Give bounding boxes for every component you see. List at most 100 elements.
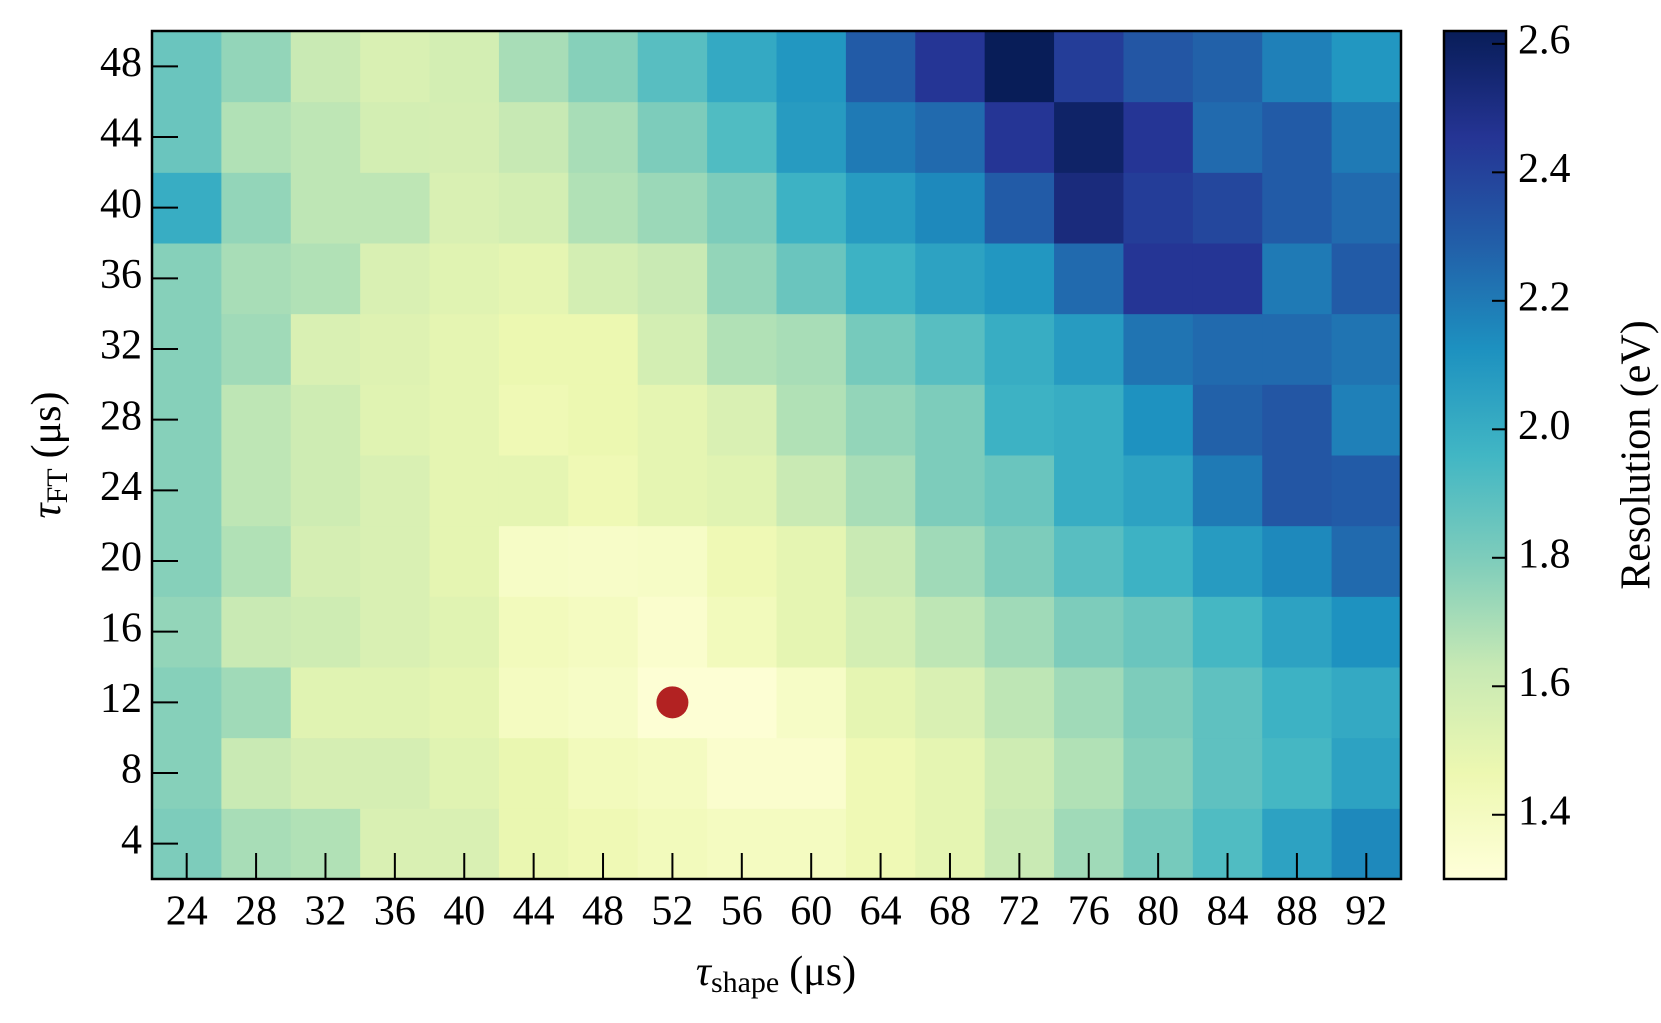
- heatmap-cell: [776, 101, 847, 173]
- heatmap-cell: [845, 172, 916, 244]
- heatmap-cell: [290, 596, 361, 668]
- y-tick-label: 40: [100, 181, 142, 227]
- y-tick-label: 8: [121, 747, 142, 793]
- heatmap-cell: [221, 596, 292, 668]
- heatmap-cell: [1054, 313, 1124, 385]
- x-tick-label: 84: [1207, 889, 1249, 935]
- heatmap-cell: [568, 667, 639, 739]
- heatmap-cell: [1054, 172, 1124, 244]
- y-tick-label: 48: [100, 40, 142, 86]
- heatmap-cell: [984, 525, 1055, 597]
- heatmap-cell: [429, 455, 500, 527]
- y-label-unit: (μs): [24, 392, 70, 459]
- colorbar-tick-label: 1.4: [1518, 788, 1571, 834]
- heatmap-cell: [1054, 243, 1124, 315]
- heatmap-cell: [290, 172, 361, 244]
- heatmap-cell: [776, 172, 847, 244]
- heatmap-cell: [776, 243, 847, 315]
- heatmap-cell: [1262, 31, 1333, 103]
- heatmap-cell: [637, 313, 708, 385]
- colorbar-tick-label: 2.2: [1518, 274, 1571, 320]
- heatmap-cell: [1192, 243, 1263, 315]
- heatmap-cell: [1192, 596, 1263, 668]
- heatmap-cell: [1054, 667, 1124, 739]
- heatmap-cell: [707, 31, 777, 103]
- heatmap-cell: [1123, 172, 1194, 244]
- heatmap-cell: [915, 596, 986, 668]
- y-label-sub: FT: [41, 468, 74, 503]
- heatmap-cell: [568, 525, 639, 597]
- heatmap-cell: [221, 384, 292, 456]
- heatmap-cell: [984, 31, 1055, 103]
- heatmap-cell: [290, 243, 361, 315]
- heatmap-cell: [360, 101, 431, 173]
- heatmap-cell: [1262, 525, 1333, 597]
- heatmap-cell: [637, 455, 708, 527]
- heatmap-cell: [1192, 172, 1263, 244]
- heatmap-cell: [1262, 596, 1333, 668]
- heatmap-cell: [984, 243, 1055, 315]
- x-tick-label: 44: [513, 889, 555, 935]
- heatmap-cell: [845, 384, 916, 456]
- heatmap-cell: [707, 525, 777, 597]
- x-tick-label: 28: [235, 889, 277, 935]
- heatmap-cell: [984, 313, 1055, 385]
- heatmap-cell: [707, 737, 777, 809]
- heatmap-cell: [707, 384, 777, 456]
- x-label-sub: shape: [711, 966, 779, 999]
- y-axis-label: τFT (μs): [24, 392, 74, 519]
- heatmap-cell: [360, 172, 431, 244]
- heatmap-cell: [1054, 737, 1124, 809]
- x-tick-label: 64: [860, 889, 902, 935]
- heatmap-cell: [984, 596, 1055, 668]
- heatmap-cell: [707, 101, 777, 173]
- heatmap-cell: [568, 101, 639, 173]
- heatmap-cell: [845, 596, 916, 668]
- y-label-symbol: τ: [24, 501, 70, 518]
- heatmap-cell: [568, 455, 639, 527]
- heatmap-cell: [568, 384, 639, 456]
- heatmap-cell: [845, 101, 916, 173]
- heatmap-cell: [984, 384, 1055, 456]
- heatmap-cell: [1192, 384, 1263, 456]
- heatmap-cell: [915, 313, 986, 385]
- heatmap-cell: [498, 737, 569, 809]
- colorbar-tick-label: 2.4: [1518, 146, 1571, 192]
- heatmap-cell: [1123, 313, 1194, 385]
- heatmap-cell: [1192, 525, 1263, 597]
- heatmap-cell: [1123, 243, 1194, 315]
- heatmap-cell: [360, 384, 431, 456]
- heatmap-cell: [637, 31, 708, 103]
- heatmap-cell: [1192, 667, 1263, 739]
- heatmap-cell: [429, 243, 500, 315]
- heatmap-cell: [360, 596, 431, 668]
- heatmap-cell: [290, 313, 361, 385]
- x-tick-label: 52: [651, 889, 693, 935]
- heatmap-cell: [1331, 596, 1402, 668]
- heatmap-cell: [1331, 313, 1402, 385]
- heatmap-cell: [290, 455, 361, 527]
- heatmap-cell: [915, 525, 986, 597]
- heatmap-cell: [984, 667, 1055, 739]
- heatmap-cell: [707, 667, 777, 739]
- colorbar: [1442, 29, 1508, 881]
- heatmap-cell: [568, 243, 639, 315]
- heatmap-cell: [984, 455, 1055, 527]
- heatmap-cell: [984, 172, 1055, 244]
- heatmap-cell: [568, 31, 639, 103]
- heatmap-cell: [915, 455, 986, 527]
- heatmap-cell: [568, 172, 639, 244]
- heatmap-cell: [984, 101, 1055, 173]
- x-tick-label: 68: [929, 889, 971, 935]
- heatmap-cell: [845, 525, 916, 597]
- heatmap-cell: [1123, 596, 1194, 668]
- heatmap-cell: [429, 525, 500, 597]
- y-tick-label: 28: [100, 393, 142, 439]
- heatmap-cell: [290, 667, 361, 739]
- heatmap-cell: [290, 384, 361, 456]
- y-tick-label: 4: [121, 817, 142, 863]
- heatmap-cell: [1123, 525, 1194, 597]
- heatmap-cell: [1054, 384, 1124, 456]
- heatmap-cell: [1331, 101, 1402, 173]
- heatmap-cell: [915, 101, 986, 173]
